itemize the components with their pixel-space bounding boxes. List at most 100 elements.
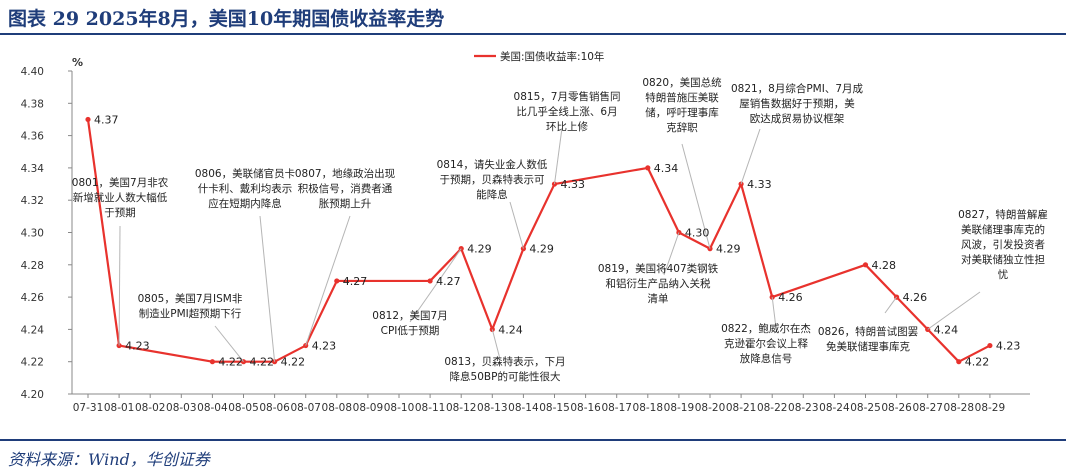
annotation-text-line: 应在短期内降息	[208, 197, 282, 210]
x-tick-label: 08-05	[228, 402, 259, 414]
data-label: 4.28	[872, 259, 897, 272]
annotation-text-line: 免美联储理事库克	[826, 340, 910, 353]
event-annotation: 0812，美国7月 CPI低于预期	[372, 248, 462, 337]
y-tick-label: 4.36	[21, 131, 45, 143]
data-label: 4.37	[94, 113, 119, 126]
data-label: 4.24	[934, 323, 959, 336]
x-tick-label: 08-03	[166, 402, 197, 414]
annotation-text-line: 特朗普施压美联	[645, 91, 719, 104]
annotation-text-line: 风波，引发投资者	[961, 238, 1045, 251]
x-tick-label: 08-02	[135, 402, 166, 414]
annotation-leader-line	[409, 248, 462, 323]
annotation-leader-line	[740, 128, 761, 185]
data-label: 4.26	[903, 291, 928, 304]
annotation-text-line: 制造业PMI超预期下行	[139, 307, 242, 320]
series-line	[86, 119, 991, 363]
legend-label: 美国:国债收益率:10年	[500, 50, 604, 63]
annotation-text-line: 0807，地缘政治出现	[295, 167, 396, 180]
figure-title: 图表 29 2025年8月，美国10年期国债收益率走势	[8, 8, 445, 30]
x-tick-label: 08-18	[633, 402, 664, 414]
annotation-text-line: 于预期	[104, 207, 136, 219]
footer-rule	[0, 439, 1066, 441]
x-tick-label: 08-08	[322, 402, 353, 414]
data-label: 4.29	[529, 243, 554, 256]
legend: 美国:国债收益率:10年	[474, 50, 604, 63]
annotation-text-line: 能降息	[476, 188, 508, 201]
annotation-leader-line	[771, 297, 777, 329]
x-tick-label: 08-26	[881, 402, 912, 414]
x-tick-label: 08-22	[757, 402, 788, 414]
x-tick-label: 08-17	[601, 402, 632, 414]
data-label: 4.22	[965, 356, 990, 369]
data-label: 4.30	[685, 227, 710, 240]
annotation-text-line: 新增就业人数大幅低	[73, 191, 168, 204]
annotation-text-line: 放降息信号	[740, 352, 793, 365]
annotation-text-line: 0812，美国7月	[372, 309, 447, 322]
data-point	[956, 359, 962, 365]
data-point	[209, 359, 215, 365]
annotation-text-line: 和铝衍生产品纳入关税	[606, 277, 711, 290]
annotation-text-line: 于预期，贝森特表示可	[440, 173, 545, 186]
data-point	[645, 165, 651, 171]
x-tick-label: 08-04	[197, 402, 228, 414]
annotation-text-line: 清单	[648, 292, 669, 305]
y-tick-label: 4.20	[21, 389, 44, 401]
annotation-leader-line	[681, 143, 711, 249]
annotation-leader-line	[884, 296, 898, 314]
annotation-text-line: 0822，鲍威尔在杰	[721, 322, 811, 335]
x-tick-label: 08-21	[726, 402, 757, 414]
source-note: 资料来源：Wind，华创证券	[8, 450, 210, 469]
x-tick-label: 08-14	[508, 402, 539, 414]
y-tick-label: 4.28	[21, 260, 44, 272]
data-label: 4.29	[467, 243, 492, 256]
data-label: 4.34	[654, 162, 679, 175]
annotation-text-line: 忧	[998, 268, 1009, 281]
annotation-text-line: 降息50BP的可能性很大	[450, 370, 561, 383]
annotation-text-line: 比几乎全线上涨、6月	[516, 105, 617, 118]
annotation-text-line: 屋销售数据好于预期，美	[739, 97, 855, 110]
header-rule	[0, 33, 1066, 35]
x-tick-label: 08-09	[353, 402, 384, 414]
data-point	[987, 342, 993, 349]
annotation-text-line: 克辞职	[666, 121, 698, 134]
x-tick-label: 07-31	[73, 402, 104, 414]
x-tick-label: 08-07	[290, 402, 321, 414]
yield-line-chart: 4.20 4.22 4.24 4.26 4.28 4.30 4.32 4.34 4.36 4.38…	[21, 50, 1048, 414]
data-point	[334, 278, 340, 284]
annotation-leader-line	[509, 201, 524, 249]
x-tick-label: 08-28	[944, 402, 975, 414]
figure-footer: 资料来源：Wind，华创证券	[0, 436, 1066, 471]
y-tick-label: 4.24	[21, 324, 45, 336]
y-tick-label: 4.38	[21, 98, 44, 110]
data-label: 4.23	[996, 340, 1021, 353]
data-label: 4.29	[716, 243, 741, 256]
data-label: 4.24	[498, 323, 523, 336]
annotation-text-line: 0805，美国7月ISM非	[138, 292, 243, 305]
data-point	[85, 116, 91, 123]
data-point	[427, 278, 433, 284]
annotation-text-line: 储，呼吁理事库	[645, 106, 719, 119]
annotation-leader-line	[554, 127, 563, 185]
annotation-text-line: 0806，美联储官员卡	[195, 167, 295, 180]
annotation-leader-line	[305, 215, 351, 346]
x-tick-label: 08-12	[446, 402, 477, 414]
data-point	[862, 262, 869, 268]
y-tick-label: 4.30	[21, 228, 44, 240]
x-tick-label: 08-15	[539, 402, 570, 414]
x-tick-label: 08-23	[788, 402, 819, 414]
x-tick-label: 08-11	[415, 402, 446, 414]
x-tick-label: 08-16	[570, 402, 601, 414]
annotation-text-line: 0821，8月综合PMI、7月成	[731, 82, 864, 95]
data-label: 4.33	[747, 178, 772, 191]
x-tick-label: 08-20	[695, 402, 726, 414]
